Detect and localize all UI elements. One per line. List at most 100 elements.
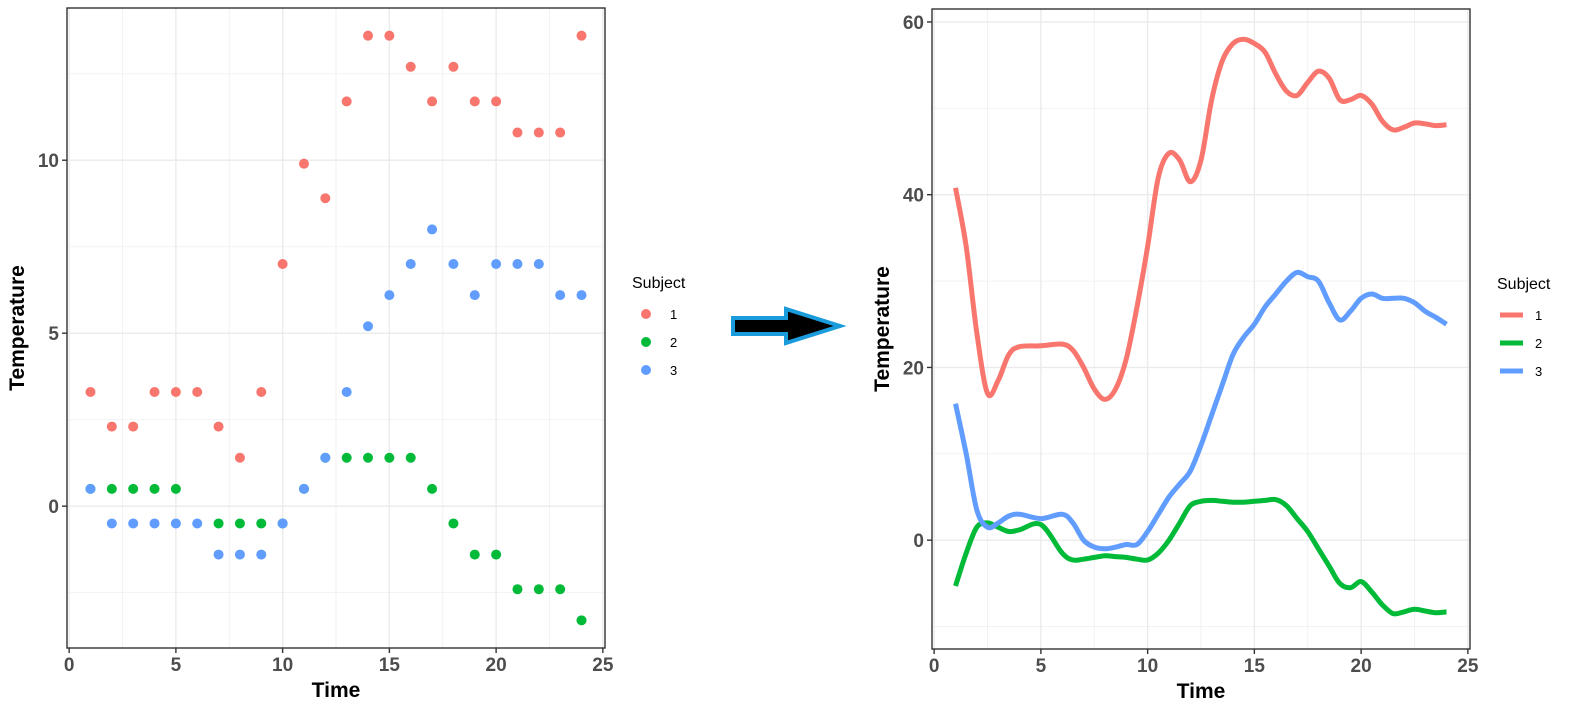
y-tick-label: 0 xyxy=(913,531,924,552)
data-point xyxy=(128,518,139,529)
data-point xyxy=(363,452,374,463)
x-tick-label: 15 xyxy=(1244,656,1266,677)
data-point xyxy=(469,290,480,301)
data-point xyxy=(106,421,117,432)
data-point xyxy=(298,158,309,169)
data-point xyxy=(341,387,352,397)
data-point xyxy=(85,483,96,494)
x-tick-label: 25 xyxy=(1457,656,1479,677)
data-point xyxy=(384,290,395,301)
data-point xyxy=(427,483,438,494)
data-point xyxy=(341,96,352,107)
legend-title: Subject xyxy=(1497,276,1551,293)
series-2 xyxy=(85,452,587,626)
chart-panel-2: 0 5 10 15 20 25 0 20 40 60 Time Temperature Subject 1… xyxy=(871,8,1551,703)
data-point xyxy=(555,127,566,138)
legend-key xyxy=(641,309,651,319)
legend-label: 1 xyxy=(670,307,677,322)
data-point xyxy=(234,518,245,529)
chart-panel-1: 0 5 10 15 20 25 0 5 10 Time Temperature Subject 1 2 3 xyxy=(6,7,686,702)
data-point xyxy=(405,259,416,269)
x-axis-title: Time xyxy=(312,679,361,702)
data-point xyxy=(405,452,416,463)
data-point xyxy=(405,61,416,72)
series-line-1 xyxy=(953,36,1447,402)
data-point xyxy=(85,387,96,397)
y-axis-title: Temperature xyxy=(871,266,894,392)
legend-label: 3 xyxy=(670,363,677,378)
data-point xyxy=(149,387,160,397)
data-point xyxy=(469,549,480,560)
y-tick-label: 10 xyxy=(38,151,59,172)
data-point xyxy=(149,483,160,494)
y-tick-label: 20 xyxy=(903,358,924,379)
y-axis-title: Temperature xyxy=(6,265,29,391)
data-point xyxy=(512,259,523,269)
data-point xyxy=(576,290,587,301)
data-point xyxy=(213,549,224,560)
data-point xyxy=(341,452,352,463)
data-point xyxy=(170,483,181,494)
right-arrow-icon xyxy=(731,306,847,346)
legend-label: 2 xyxy=(1535,336,1542,351)
y-tick-label: 40 xyxy=(903,186,924,207)
series-3 xyxy=(85,224,587,560)
x-tick-label: 5 xyxy=(171,655,182,676)
y-tick-label: 0 xyxy=(48,497,59,518)
panel-border xyxy=(931,8,1471,650)
data-point xyxy=(363,30,374,41)
x-tick-label: 15 xyxy=(379,655,401,676)
data-point xyxy=(427,224,438,235)
data-point xyxy=(533,127,544,138)
data-point xyxy=(213,518,224,529)
data-point xyxy=(491,96,502,107)
data-point xyxy=(320,193,331,204)
legend-key xyxy=(641,337,651,347)
data-point xyxy=(576,615,587,626)
data-point xyxy=(491,549,502,560)
data-point xyxy=(170,387,181,397)
data-point xyxy=(555,584,566,595)
x-tick-label: 20 xyxy=(1351,656,1372,677)
data-point xyxy=(320,452,331,463)
legend-label: 2 xyxy=(670,335,677,350)
series-line-3 xyxy=(953,269,1448,552)
data-point xyxy=(256,518,267,529)
legend: Subject 1 2 3 xyxy=(632,275,686,378)
data-point xyxy=(128,483,139,494)
series-1 xyxy=(85,30,587,463)
data-point xyxy=(213,421,224,432)
data-point xyxy=(192,387,203,397)
panel-border xyxy=(66,7,606,649)
data-point xyxy=(533,584,544,595)
data-point xyxy=(448,518,459,529)
data-point xyxy=(256,549,267,560)
data-point xyxy=(106,518,117,529)
data-point xyxy=(363,321,374,332)
legend: Subject 1 2 3 xyxy=(1497,276,1551,379)
data-point xyxy=(256,387,267,397)
x-tick-label: 25 xyxy=(592,655,614,676)
data-point xyxy=(106,483,117,494)
data-point xyxy=(448,61,459,72)
data-point xyxy=(277,518,288,529)
data-point xyxy=(234,452,245,463)
x-tick-label: 0 xyxy=(64,655,75,676)
x-axis-title: Time xyxy=(1177,680,1226,703)
data-point xyxy=(427,96,438,107)
x-tick-label: 20 xyxy=(486,655,507,676)
data-point xyxy=(384,30,395,41)
legend-title: Subject xyxy=(632,275,686,292)
x-tick-label: 0 xyxy=(929,656,940,677)
data-point xyxy=(512,127,523,138)
y-tick-label: 60 xyxy=(903,13,924,34)
data-point xyxy=(469,96,480,107)
data-point xyxy=(533,259,544,269)
data-point xyxy=(149,518,160,529)
y-tick-label: 5 xyxy=(48,324,59,345)
data-point xyxy=(234,549,245,560)
legend-label: 1 xyxy=(1535,308,1542,323)
legend-label: 3 xyxy=(1535,364,1542,379)
series-line-2 xyxy=(953,496,1447,617)
